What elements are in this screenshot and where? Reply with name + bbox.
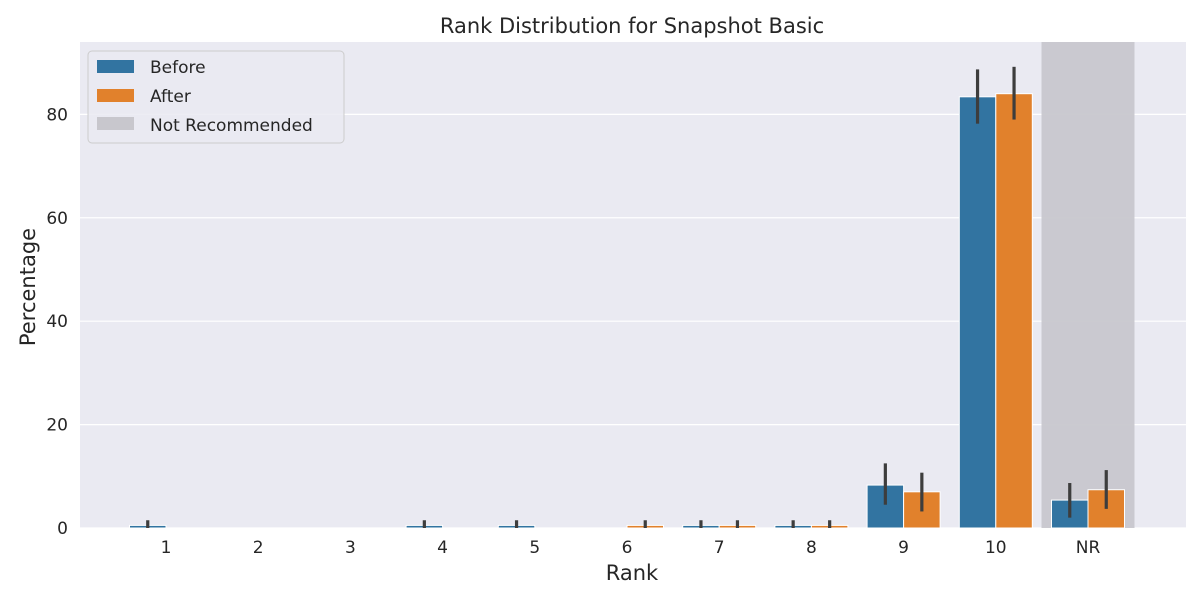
chart-title: Rank Distribution for Snapshot Basic <box>440 14 824 38</box>
x-tick-8: 8 <box>806 538 817 558</box>
x-tick-6: 6 <box>622 538 633 558</box>
highlight-band-layer <box>1041 42 1135 528</box>
x-tick-2: 2 <box>253 538 264 558</box>
legend-label-after: After <box>150 87 191 107</box>
y-tick-0: 0 <box>57 519 68 539</box>
x-axis-label: Rank <box>606 561 659 585</box>
legend-swatch-not-recommended <box>97 117 134 130</box>
y-tick-labels: 0 20 40 60 80 <box>46 105 68 539</box>
x-tick-10: 10 <box>985 538 1007 558</box>
x-tick-1: 1 <box>161 538 172 558</box>
error-bars <box>146 66 1108 528</box>
x-tick-NR: NR <box>1076 538 1101 558</box>
bar-after-10 <box>995 93 1033 529</box>
x-tick-labels: 1 2 3 4 5 6 7 8 9 10 NR <box>161 538 1101 558</box>
y-tick-80: 80 <box>46 105 68 125</box>
legend-swatch-after <box>97 89 134 102</box>
highlight-band-not-recommended <box>1041 42 1135 528</box>
y-axis-label: Percentage <box>16 228 40 346</box>
legend-label-not-recommended: Not Recommended <box>150 116 313 136</box>
y-tick-40: 40 <box>46 312 68 332</box>
y-tick-60: 60 <box>46 209 68 229</box>
legend-label-before: Before <box>150 58 206 78</box>
x-tick-4: 4 <box>437 538 448 558</box>
legend-swatch-before <box>97 60 134 73</box>
y-tick-20: 20 <box>46 416 68 436</box>
x-tick-7: 7 <box>714 538 725 558</box>
x-tick-5: 5 <box>529 538 540 558</box>
legend: Before After Not Recommended <box>87 50 345 144</box>
x-tick-9: 9 <box>898 538 909 558</box>
legend-frame <box>87 50 345 144</box>
bars <box>129 93 1125 529</box>
x-tick-3: 3 <box>345 538 356 558</box>
bar-before-10 <box>958 96 997 529</box>
